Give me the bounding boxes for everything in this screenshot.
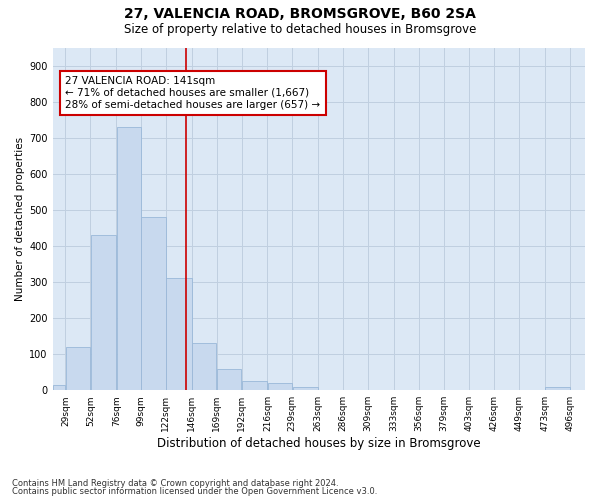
Bar	[545, 388, 569, 390]
Text: Contains HM Land Registry data © Crown copyright and database right 2024.: Contains HM Land Registry data © Crown c…	[12, 478, 338, 488]
Text: Contains public sector information licensed under the Open Government Licence v3: Contains public sector information licen…	[12, 488, 377, 496]
Bar	[91, 235, 116, 390]
X-axis label: Distribution of detached houses by size in Bromsgrove: Distribution of detached houses by size …	[157, 437, 481, 450]
Text: 27, VALENCIA ROAD, BROMSGROVE, B60 2SA: 27, VALENCIA ROAD, BROMSGROVE, B60 2SA	[124, 8, 476, 22]
Bar	[293, 388, 318, 390]
Bar	[242, 381, 267, 390]
Bar	[217, 368, 241, 390]
Text: 27 VALENCIA ROAD: 141sqm
← 71% of detached houses are smaller (1,667)
28% of sem: 27 VALENCIA ROAD: 141sqm ← 71% of detach…	[65, 76, 320, 110]
Bar	[116, 127, 141, 390]
Bar	[268, 383, 292, 390]
Bar	[192, 344, 217, 390]
Bar	[66, 347, 90, 390]
Text: Size of property relative to detached houses in Bromsgrove: Size of property relative to detached ho…	[124, 22, 476, 36]
Y-axis label: Number of detached properties: Number of detached properties	[15, 137, 25, 301]
Bar	[142, 217, 166, 390]
Bar	[53, 385, 65, 390]
Bar	[166, 278, 191, 390]
